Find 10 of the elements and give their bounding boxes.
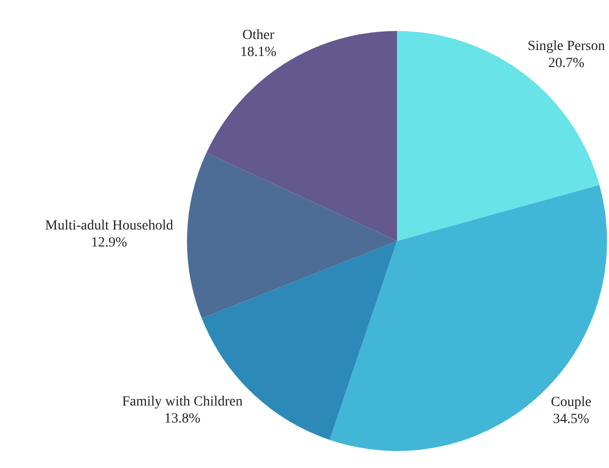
slice-label: Family with Children — [122, 394, 243, 410]
data-label: 12.9% — [91, 236, 128, 251]
slice-label: Multi-adult Household — [45, 218, 174, 234]
slice-label: Single Person — [528, 38, 605, 54]
data-label: 18.1% — [240, 44, 277, 60]
data-label: 20.7% — [548, 56, 585, 71]
data-label: 13.8% — [164, 412, 201, 427]
slice-label: Couple — [550, 395, 592, 410]
slice-label: Other — [242, 28, 275, 43]
data-label: 34.5% — [552, 412, 590, 428]
